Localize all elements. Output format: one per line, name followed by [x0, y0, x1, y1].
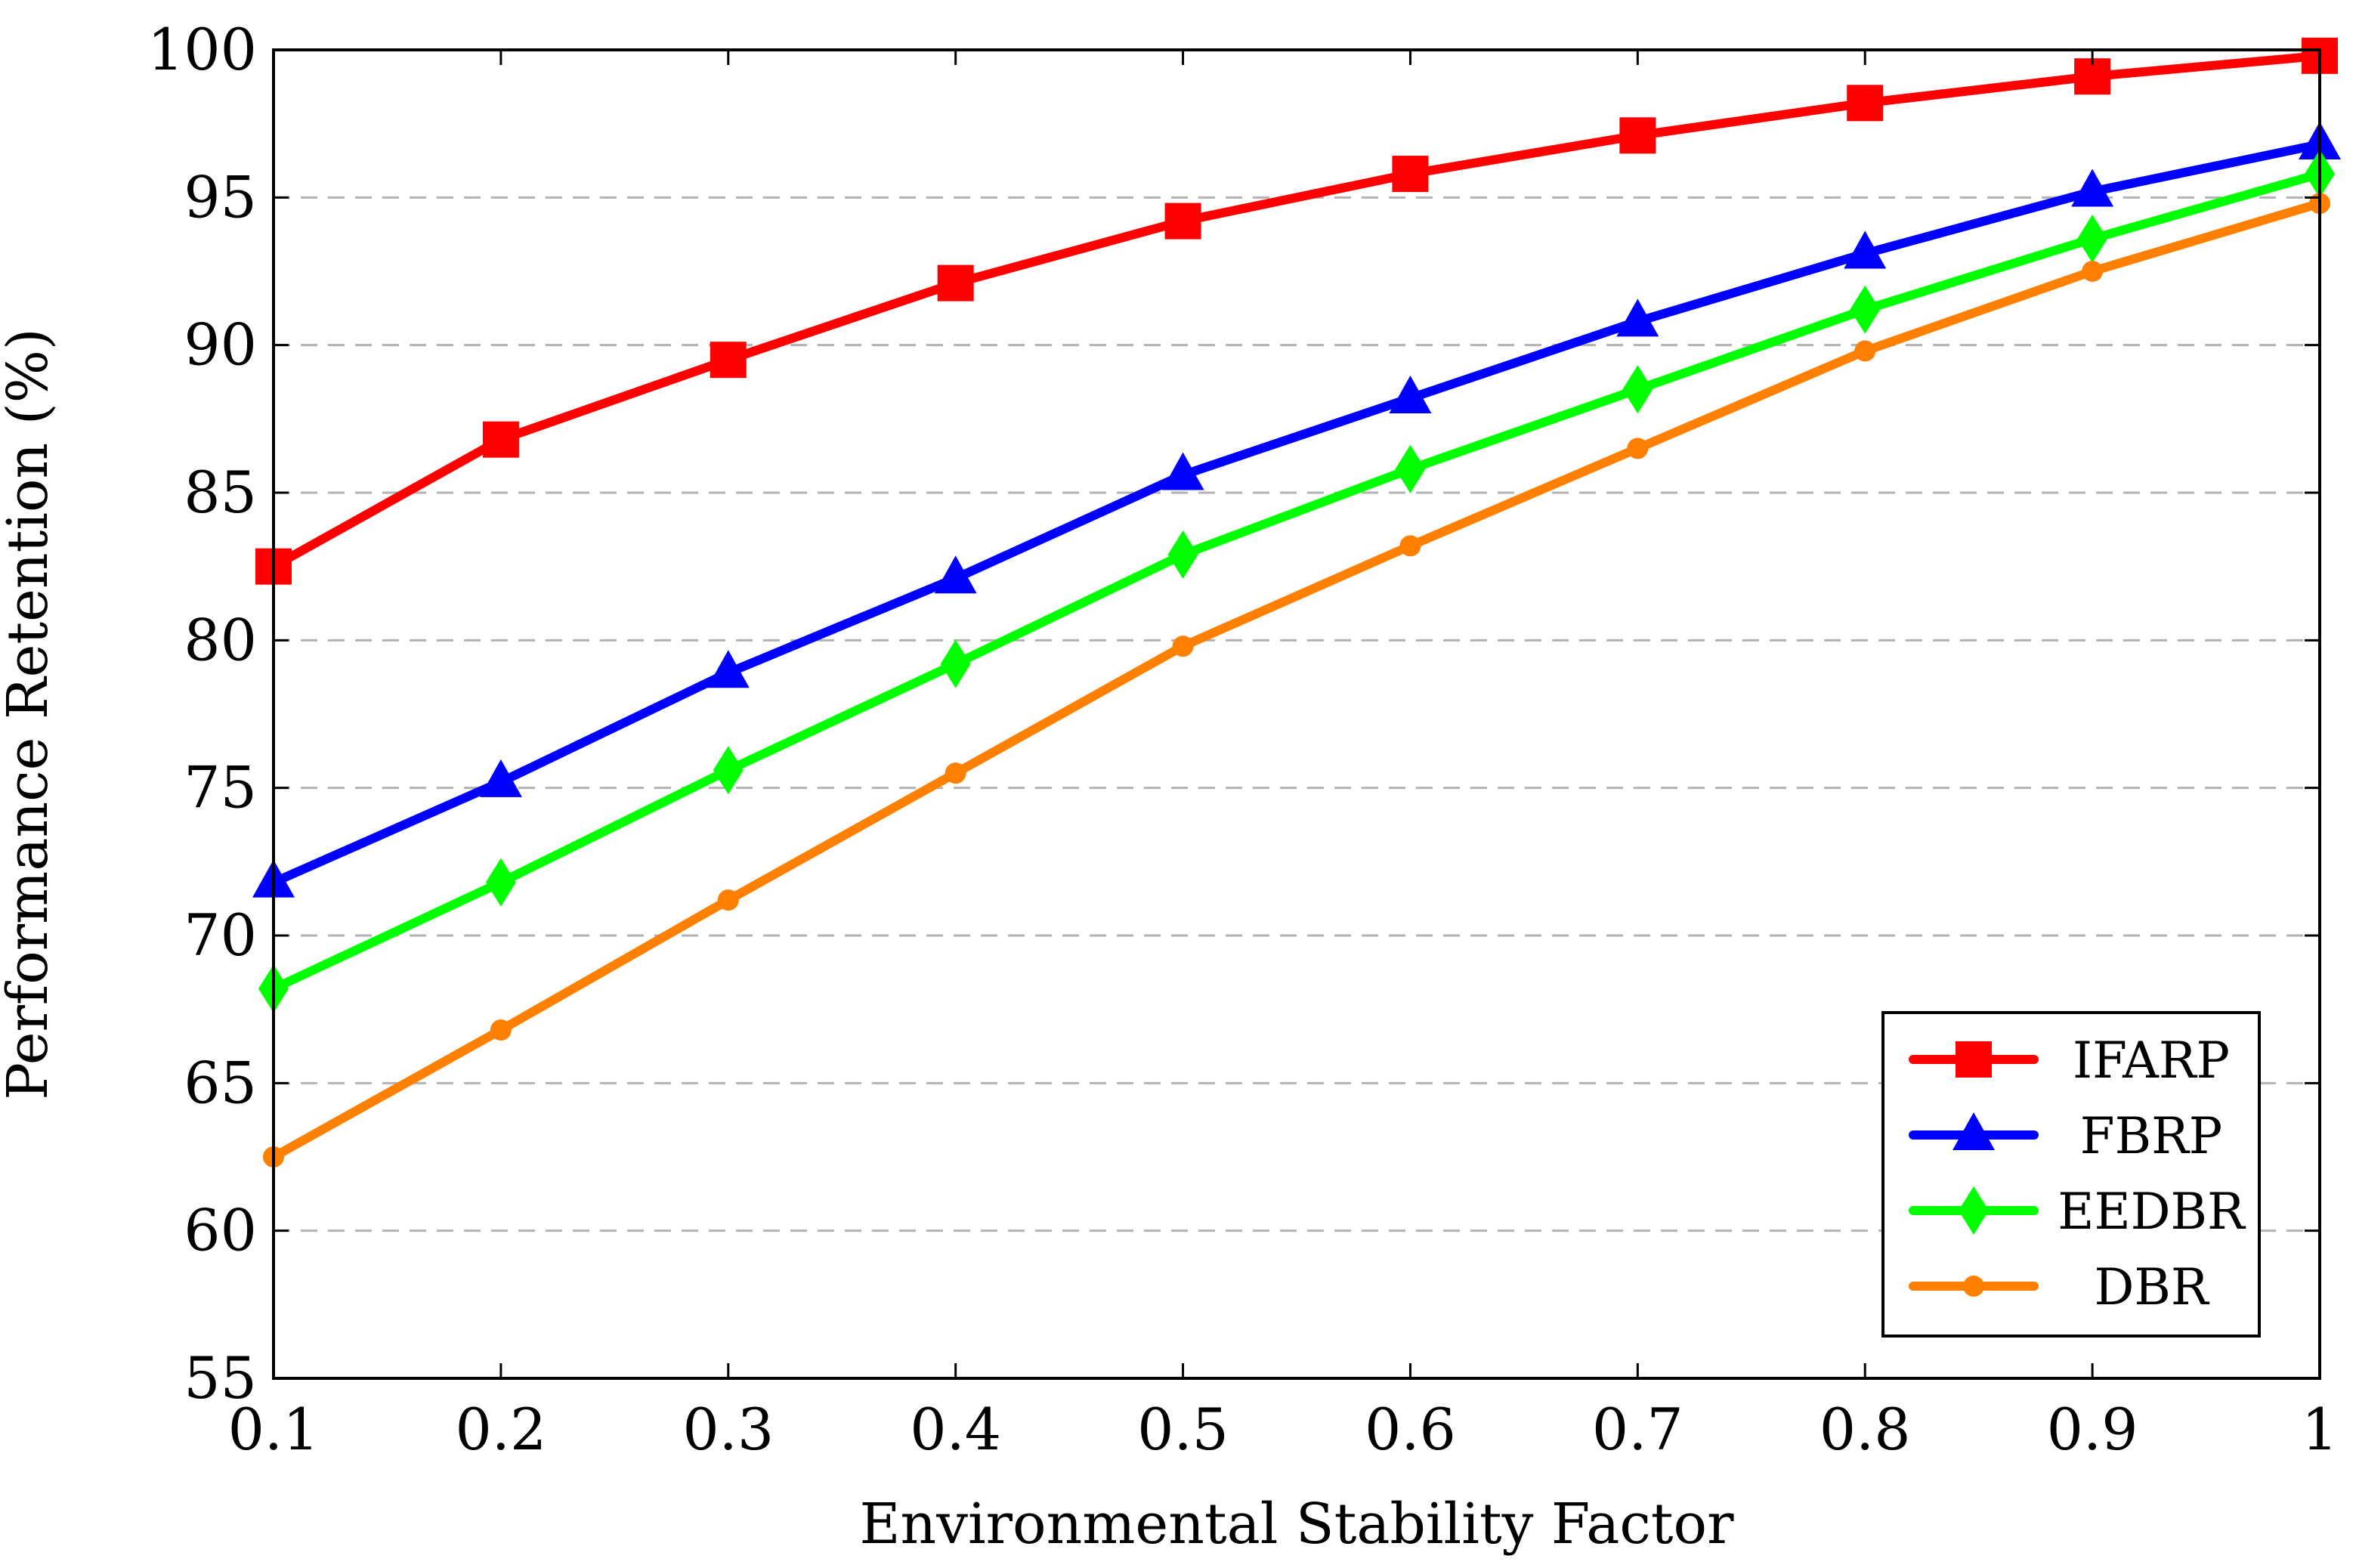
legend-swatch-marker	[1956, 1041, 1992, 1078]
data-point	[1844, 230, 1887, 269]
series-eedbr	[258, 150, 2335, 1013]
x-tick-label: 1	[2302, 1396, 2338, 1463]
x-tick-label: 0.4	[910, 1396, 1001, 1463]
y-axis-label: Performance Retention (%)	[0, 328, 60, 1100]
y-tick-label: 90	[184, 311, 257, 379]
legend-swatch-marker	[1953, 1112, 1995, 1150]
x-tick-label: 0.9	[2047, 1396, 2138, 1463]
data-point	[706, 650, 750, 688]
y-tick-label: 55	[184, 1344, 257, 1412]
data-point	[934, 555, 977, 594]
data-point	[1847, 85, 1884, 122]
data-point	[717, 889, 739, 911]
data-point	[937, 264, 974, 302]
x-axis-label: Environmental Stability Factor	[860, 1492, 1735, 1557]
legend-label: FBRP	[2080, 1107, 2222, 1165]
y-tick-label: 85	[184, 459, 257, 526]
x-tick-label: 0.8	[1820, 1396, 1911, 1463]
x-tick-label: 0.1	[228, 1396, 320, 1463]
legend-swatch-marker	[1959, 1186, 1989, 1235]
series-line	[269, 169, 2324, 994]
series-layer	[252, 37, 2341, 1167]
data-point	[1161, 452, 1204, 490]
legend-swatch-marker	[1963, 1276, 1984, 1297]
legend-label: IFARP	[2073, 1031, 2230, 1090]
data-point	[1622, 365, 1653, 414]
data-point	[490, 1019, 512, 1041]
series-line	[269, 140, 2324, 887]
x-tick-label: 0.3	[682, 1396, 774, 1463]
data-point	[2071, 169, 2114, 207]
data-point	[485, 858, 516, 907]
series-line	[269, 199, 2324, 1161]
data-point	[945, 762, 966, 784]
data-point	[479, 759, 522, 797]
series-dbr	[263, 193, 2330, 1167]
legend-label: EEDBR	[2058, 1183, 2246, 1241]
axis-ticks: 55 60 65 70 75 80 85 90 95 100 0.1 0.2 0.3 0.4 0.5 0.6 0…	[147, 16, 2338, 1463]
data-point	[1854, 340, 1876, 362]
y-tick-label: 70	[184, 902, 257, 969]
data-point	[2082, 261, 2104, 282]
data-point	[2077, 215, 2108, 264]
data-point	[1164, 203, 1201, 240]
x-tick-label: 0.2	[455, 1396, 546, 1463]
y-tick-label: 60	[184, 1197, 257, 1264]
series-ifarp	[255, 37, 2338, 585]
data-point	[1172, 636, 1194, 657]
x-tick-label: 0.7	[1592, 1396, 1684, 1463]
series-line	[269, 51, 2324, 571]
data-point	[710, 342, 747, 379]
y-tick-label: 75	[184, 754, 257, 821]
data-point	[1399, 535, 1421, 557]
data-point	[1167, 530, 1198, 580]
data-point	[482, 421, 519, 458]
data-point	[1850, 285, 1881, 334]
data-point	[1389, 375, 1432, 413]
y-tick-label: 95	[184, 163, 257, 230]
data-point	[940, 639, 971, 688]
x-tick-label: 0.6	[1365, 1396, 1456, 1463]
data-point	[1619, 117, 1656, 154]
plot-frame	[272, 48, 2321, 1380]
x-tick-label: 0.5	[1137, 1396, 1229, 1463]
legend-label: DBR	[2094, 1258, 2209, 1316]
legend: IFARP FBRP EEDBR DBR	[1881, 1011, 2261, 1338]
data-point	[1627, 438, 1649, 459]
y-tick-label: 80	[184, 606, 257, 673]
data-point	[1616, 298, 1659, 337]
y-tick-label: 100	[147, 16, 257, 83]
data-point	[1395, 444, 1426, 493]
data-point	[1392, 156, 1429, 193]
data-point	[713, 746, 744, 795]
y-tick-label: 65	[184, 1049, 257, 1116]
